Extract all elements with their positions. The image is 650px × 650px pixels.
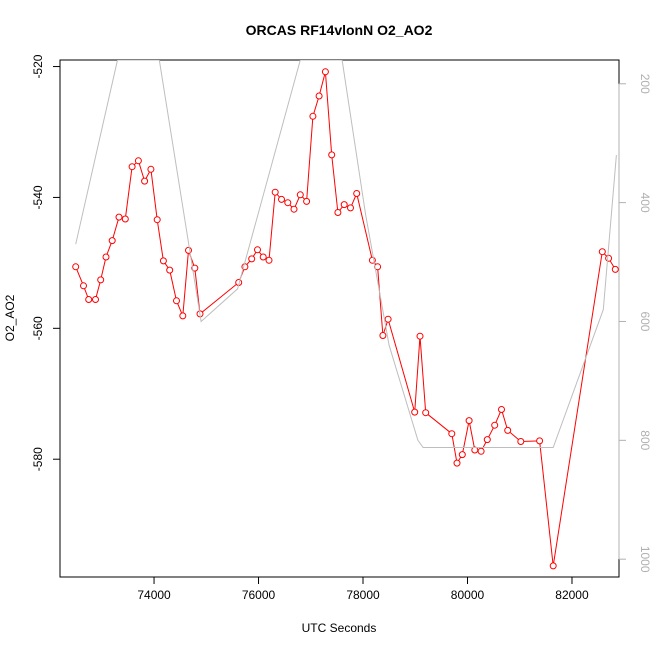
y2-tick-label: 1000 xyxy=(638,546,650,573)
data-point xyxy=(97,276,105,284)
secondary-series-line xyxy=(75,60,617,448)
data-point xyxy=(411,408,419,416)
data-point xyxy=(458,451,466,459)
data-point xyxy=(611,265,619,273)
data-point xyxy=(303,197,311,205)
data-point xyxy=(102,253,110,261)
y2-tick-label: 600 xyxy=(638,311,650,331)
data-point xyxy=(379,332,387,339)
data-point xyxy=(309,112,317,120)
y-axis: -580 -560 -540 -520 xyxy=(31,54,61,471)
data-point xyxy=(328,151,336,159)
data-point xyxy=(315,92,323,100)
y-tick-label: -560 xyxy=(31,316,45,340)
x-tick-label: 78000 xyxy=(346,588,380,602)
data-point xyxy=(128,163,136,171)
data-point xyxy=(340,201,348,209)
data-point xyxy=(491,421,499,429)
data-point xyxy=(134,157,142,165)
data-point xyxy=(290,205,298,213)
data-point xyxy=(166,266,174,274)
data-point xyxy=(271,188,279,196)
data-point xyxy=(159,257,167,265)
data-point xyxy=(173,297,180,305)
y-tick-label: -540 xyxy=(31,185,45,209)
data-point xyxy=(278,195,285,203)
x-axis: 74000 76000 78000 80000 82000 xyxy=(137,576,589,602)
data-point xyxy=(85,296,93,303)
data-point xyxy=(284,199,292,207)
data-point xyxy=(416,332,424,340)
data-point xyxy=(321,68,329,76)
data-point xyxy=(108,237,116,245)
data-point xyxy=(296,191,304,199)
data-point xyxy=(141,177,149,185)
x-tick-label: 80000 xyxy=(451,588,485,602)
plot-frame xyxy=(59,59,620,578)
y2-tick-label: 800 xyxy=(638,430,650,450)
data-point xyxy=(498,406,505,413)
data-point xyxy=(80,282,87,290)
data-point xyxy=(179,312,187,320)
y2-tick-label: 400 xyxy=(638,193,650,213)
x-tick-label: 74000 xyxy=(137,588,171,602)
data-point xyxy=(353,190,361,197)
data-point xyxy=(92,296,99,303)
data-point xyxy=(115,213,123,221)
data-point xyxy=(477,447,485,455)
y-axis-title: O2_AO2 xyxy=(3,294,17,341)
series-layer xyxy=(72,60,619,570)
data-point xyxy=(422,409,430,417)
y-tick-label: -520 xyxy=(31,54,45,78)
x-axis-title: UTC Seconds xyxy=(302,621,377,635)
chart-title: ORCAS RF14vlonN O2_AO2 xyxy=(246,22,433,38)
data-point xyxy=(121,215,129,223)
x-tick-label: 76000 xyxy=(242,588,276,602)
data-point xyxy=(483,436,491,444)
x-tick-label: 82000 xyxy=(555,588,589,602)
data-point xyxy=(334,209,342,216)
data-point xyxy=(448,430,456,438)
data-point xyxy=(504,426,512,434)
primary-series-line xyxy=(75,71,616,566)
data-point xyxy=(254,246,261,254)
data-point xyxy=(517,438,525,445)
data-point xyxy=(347,204,354,212)
data-point xyxy=(72,263,80,271)
data-point xyxy=(153,216,161,224)
y2-tick-label: 200 xyxy=(638,74,650,94)
data-point xyxy=(384,315,392,323)
secondary-y-axis: 200 400 600 800 1000 xyxy=(618,74,650,573)
data-point xyxy=(185,246,192,254)
data-point xyxy=(605,254,613,262)
data-point xyxy=(265,256,273,264)
data-point xyxy=(259,253,267,261)
data-point xyxy=(147,165,155,173)
data-point xyxy=(549,562,557,570)
data-point xyxy=(248,255,256,263)
data-point xyxy=(536,437,544,445)
y-tick-label: -580 xyxy=(31,447,45,471)
data-point xyxy=(453,459,461,467)
data-point xyxy=(598,248,606,256)
data-point xyxy=(465,417,473,425)
